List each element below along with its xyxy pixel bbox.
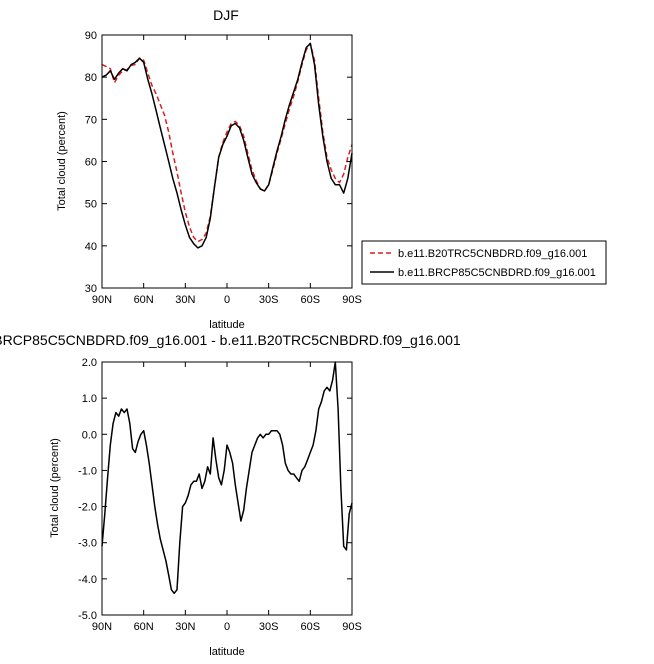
bottom-plot-frame: [101, 361, 353, 616]
bottom-y-axis-label: Total cloud (percent): [49, 438, 61, 538]
bottom-x-tick-label: 60S: [301, 621, 321, 633]
bottom-x-tick-label: 90N: [92, 621, 112, 633]
top-x-tick-label: 60S: [301, 294, 321, 306]
top-x-tick-label: 0: [224, 294, 230, 306]
bottom-x-tick-label: 30N: [175, 621, 195, 633]
legend-box: [361, 240, 607, 285]
bottom-y-tick-label: 1.0: [82, 393, 97, 405]
bottom-x-tick-label: 30S: [259, 621, 279, 633]
bottom-y-tick-label: -2.0: [78, 502, 97, 514]
bottom-x-tick-label: 0: [224, 621, 230, 633]
top-y-tick-label: 40: [85, 241, 97, 253]
top-x-tick-label: 30S: [259, 294, 279, 306]
top-x-axis-label: latitude: [209, 319, 244, 331]
top-x-tick-label: 30N: [175, 294, 195, 306]
top-plot-frame: [101, 34, 353, 289]
bottom-x-tick-label: 90S: [342, 621, 362, 633]
bottom-x-tick-label: 60N: [134, 621, 154, 633]
top-y-tick-label: 30: [85, 283, 97, 295]
top-y-axis: 30 40 50 60 70 80 90: [85, 30, 352, 295]
top-series-line-0: [101, 42, 353, 243]
top-y-tick-label: 60: [85, 157, 97, 169]
legend: b.e11.B20TRC5CNBDRD.f09_g16.001 b.e11.BR…: [361, 240, 607, 285]
bottom-y-tick-label: -3.0: [78, 538, 97, 550]
legend-label-historical: b.e11.B20TRC5CNBDRD.f09_g16.001: [398, 248, 587, 260]
top-panel: DJF 30 40 50 60 70 80 90 90N 60N 30N 0 30S 60S 90S l…: [56, 7, 362, 331]
top-series-group: [101, 42, 353, 249]
bottom-series-line-0: [101, 361, 353, 595]
top-x-axis: 90N 60N 30N 0 30S 60S 90S: [92, 35, 362, 306]
top-x-tick-label: 60N: [134, 294, 154, 306]
bottom-y-tick-label: 0.0: [82, 429, 97, 441]
bottom-y-axis: -5.0 -4.0 -3.0 -2.0 -1.0 0.0 1.0 2.0: [78, 357, 352, 622]
bottom-series-group: [101, 361, 353, 595]
top-y-axis-label: Total cloud (percent): [56, 111, 68, 211]
top-y-tick-label: 90: [85, 30, 97, 42]
bottom-y-tick-label: -5.0: [78, 610, 97, 622]
top-y-tick-label: 50: [85, 199, 97, 211]
top-series-line-1: [101, 42, 353, 249]
bottom-y-tick-label: 2.0: [82, 357, 97, 369]
top-y-tick-label: 80: [85, 72, 97, 84]
top-x-tick-label: 90S: [342, 294, 362, 306]
top-x-tick-label: 90N: [92, 294, 112, 306]
legend-label-rcp85: b.e11.BRCP85C5CNBDRD.f09_g16.001: [398, 267, 596, 279]
bottom-y-tick-label: -4.0: [78, 574, 97, 586]
top-chart-title: DJF: [213, 7, 239, 23]
bottom-panel: b.e11.BRCP85C5CNBDRD.f09_g16.001 - b.e11…: [0, 332, 461, 658]
bottom-chart-title: b.e11.BRCP85C5CNBDRD.f09_g16.001 - b.e11…: [0, 332, 461, 348]
bottom-y-tick-label: -1.0: [78, 465, 97, 477]
bottom-x-axis: 90N 60N 30N 0 30S 60S 90S: [92, 362, 362, 633]
bottom-x-axis-label: latitude: [209, 646, 244, 658]
top-y-tick-label: 70: [85, 114, 97, 126]
